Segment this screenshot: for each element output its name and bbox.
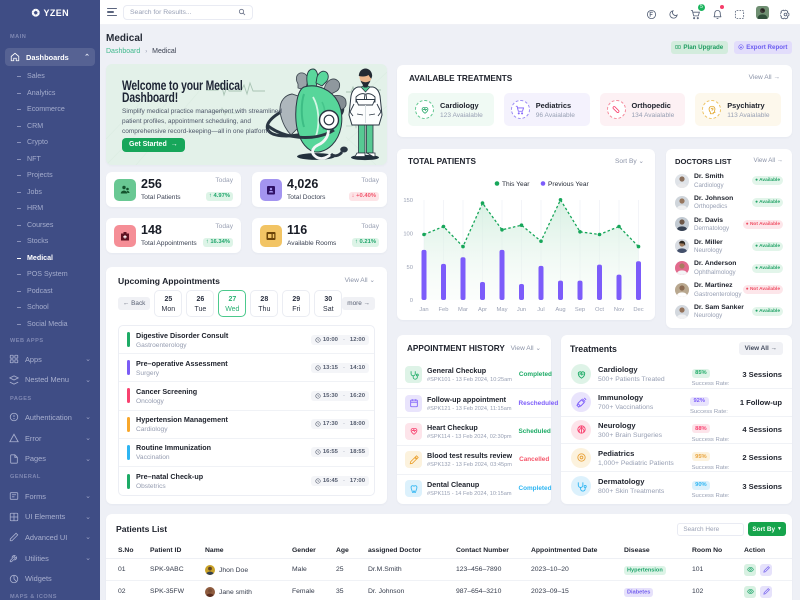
svg-text:Jun: Jun	[517, 307, 526, 313]
svg-text:Previous Year: Previous Year	[548, 181, 589, 188]
svg-text:May: May	[497, 307, 508, 313]
svg-text:150: 150	[403, 198, 413, 204]
svg-text:Apr: Apr	[478, 307, 487, 313]
svg-text:100: 100	[403, 232, 413, 238]
svg-text:Oct: Oct	[595, 307, 604, 313]
svg-text:Dec: Dec	[633, 307, 643, 313]
svg-text:Sep: Sep	[575, 307, 585, 313]
svg-text:Jan: Jan	[419, 307, 428, 313]
svg-text:Aug: Aug	[555, 307, 565, 313]
svg-text:Jul: Jul	[537, 307, 544, 313]
svg-text:This Year: This Year	[502, 181, 530, 188]
svg-text:Mar: Mar	[458, 307, 468, 313]
svg-text:Feb: Feb	[439, 307, 449, 313]
svg-text:Nov: Nov	[614, 307, 624, 313]
svg-text:0: 0	[410, 298, 413, 304]
svg-text:50: 50	[407, 265, 413, 271]
